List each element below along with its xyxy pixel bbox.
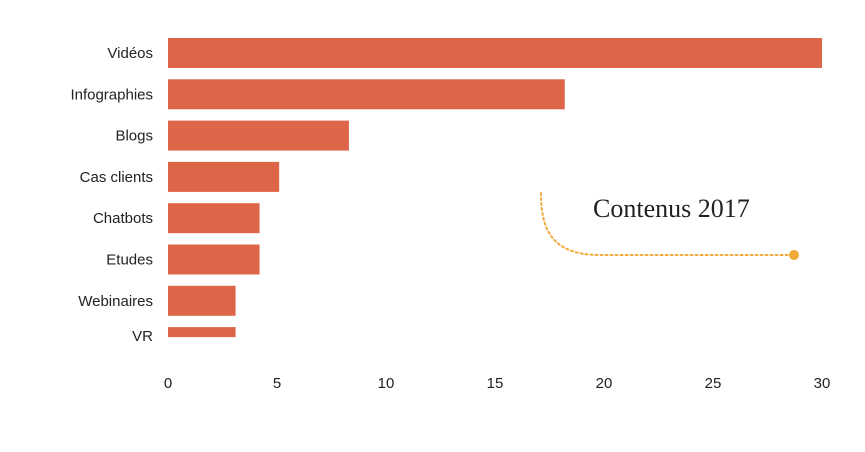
x-axis-tick-labels: 0 5 10 15 20 25 30 — [164, 375, 831, 392]
x-tick-label: 10 — [378, 375, 395, 392]
x-tick-label: 15 — [487, 375, 504, 392]
x-tick-label: 30 — [814, 375, 831, 392]
annotation-dot — [789, 250, 799, 260]
annotation-text: Contenus 2017 — [593, 194, 750, 223]
category-label: Cas clients — [80, 169, 153, 186]
x-tick-label: 5 — [273, 375, 281, 392]
category-label: Blogs — [115, 128, 153, 145]
bar-1 — [168, 79, 565, 110]
bar-0 — [168, 38, 822, 68]
bar-5 — [168, 244, 260, 275]
category-label: Etudes — [106, 252, 153, 269]
category-label: VR — [132, 328, 153, 345]
x-tick-label: 20 — [596, 375, 613, 392]
bar-2 — [168, 120, 349, 151]
bar-4 — [168, 203, 260, 234]
bar-7 — [168, 327, 236, 338]
x-tick-label: 0 — [164, 375, 172, 392]
x-tick-label: 25 — [705, 375, 722, 392]
bar-6 — [168, 285, 236, 316]
category-label: Webinaires — [78, 293, 153, 310]
bar-3 — [168, 161, 280, 192]
category-label: Infographies — [70, 86, 153, 103]
category-label: Vidéos — [107, 45, 153, 62]
category-label: Chatbots — [93, 210, 153, 227]
annotation-connector — [540, 192, 794, 256]
bars-group — [168, 38, 822, 338]
annotation-group: Contenus 2017 — [540, 192, 799, 260]
category-labels: Vidéos Infographies Blogs Cas clients Chatbo… — [70, 45, 153, 345]
